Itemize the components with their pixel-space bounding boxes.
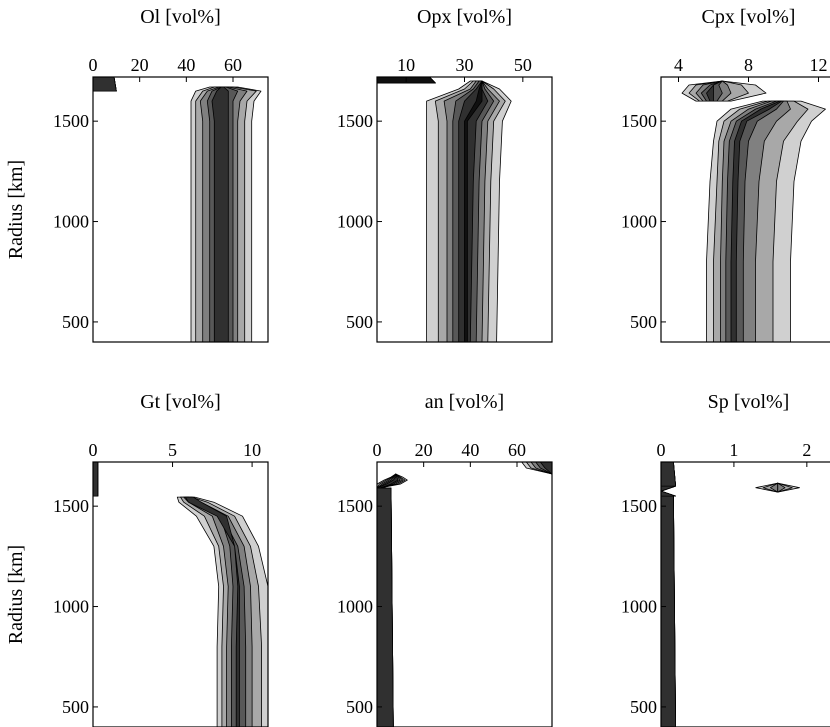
panel-5: 0 1 2 500 1000 1500 Sp [vol%] xyxy=(621,391,830,727)
x-tick-label: 40 xyxy=(177,55,195,75)
x-tick-label: 0 xyxy=(373,440,382,460)
contour-band-0-4 xyxy=(730,100,783,342)
y-tick-label: 1000 xyxy=(53,597,89,617)
x-tick-label: 0 xyxy=(657,440,666,460)
y-tick-label: 1500 xyxy=(337,111,373,131)
y-tick-label: 1000 xyxy=(621,212,657,232)
x-tick-label: 5 xyxy=(168,440,177,460)
x-tick-label: 12 xyxy=(810,55,828,75)
plot-frame xyxy=(376,461,553,727)
x-tick-label: 10 xyxy=(243,440,261,460)
y-tick-label: 1000 xyxy=(53,212,89,232)
x-tick-label: 1 xyxy=(729,440,738,460)
y-axis-label: Radius [km] xyxy=(5,160,27,259)
contour-band-0-4 xyxy=(661,495,676,727)
x-tick-label: 50 xyxy=(514,55,532,75)
y-tick-label: 1500 xyxy=(53,111,89,131)
y-tick-label: 1500 xyxy=(53,496,89,516)
y-tick-label: 500 xyxy=(346,312,373,332)
contour-fills xyxy=(661,462,800,727)
y-axis-label: Radius [km] xyxy=(5,545,27,644)
contour-band-1-4 xyxy=(184,496,240,727)
y-tick-label: 500 xyxy=(62,312,89,332)
y-tick-label: 500 xyxy=(62,697,89,717)
contour-band-0-4 xyxy=(377,487,394,727)
panel-4: 0 20 40 60 500 1000 1500 an [vol%] xyxy=(337,391,553,727)
panel-3: 0 5 10 500 1000 1500 Gt [vol%] Radius [km] xyxy=(5,391,269,727)
panel-1: 10 30 50 500 1000 1500 Opx [vol%] xyxy=(337,6,553,343)
contour-band-0-4 xyxy=(93,77,117,92)
contour-band-1-4 xyxy=(706,80,723,102)
contour-band-1-4 xyxy=(211,86,229,342)
x-tick-label: 0 xyxy=(89,55,98,75)
y-tick-label: 1500 xyxy=(337,496,373,516)
y-tick-label: 1000 xyxy=(337,212,373,232)
panel-title: Sp [vol%] xyxy=(708,391,790,413)
y-tick-label: 500 xyxy=(630,697,657,717)
contour-fills xyxy=(681,80,826,342)
x-tick-label: 0 xyxy=(89,440,98,460)
y-tick-label: 500 xyxy=(630,312,657,332)
x-tick-label: 60 xyxy=(224,55,242,75)
panel-title: Ol [vol%] xyxy=(140,6,221,28)
contour-band-1-5 xyxy=(464,80,483,342)
x-tick-label: 40 xyxy=(461,440,479,460)
x-tick-label: 4 xyxy=(674,55,683,75)
x-tick-label: 60 xyxy=(508,440,526,460)
contour-fills xyxy=(377,77,512,342)
y-tick-label: 1500 xyxy=(621,111,657,131)
contour-band-1-4 xyxy=(377,473,399,489)
contour-band-2-4 xyxy=(539,462,552,475)
y-tick-label: 1000 xyxy=(621,597,657,617)
x-tick-label: 20 xyxy=(415,440,433,460)
contour-fills xyxy=(377,462,552,727)
contour-band-0-3 xyxy=(725,100,784,342)
y-tick-label: 1500 xyxy=(621,496,657,516)
x-tick-label: 10 xyxy=(397,55,415,75)
contour-band-0-4 xyxy=(93,462,99,497)
contour-band-1-4 xyxy=(661,485,676,497)
contour-fills xyxy=(93,462,268,727)
y-tick-label: 1000 xyxy=(337,597,373,617)
plot-frame xyxy=(92,461,269,727)
panel-title: Opx [vol%] xyxy=(417,6,512,28)
panel-title: Gt [vol%] xyxy=(140,391,221,413)
contour-band-2-4 xyxy=(661,462,676,487)
x-tick-label: 30 xyxy=(456,55,474,75)
plot-frame xyxy=(660,461,830,727)
panel-0: 0 20 40 60 500 1000 1500 Ol [vol%] Radius [km] xyxy=(5,6,269,343)
contour-fills xyxy=(93,77,262,342)
panel-title: Cpx [vol%] xyxy=(702,6,796,28)
x-tick-label: 20 xyxy=(131,55,149,75)
x-tick-label: 2 xyxy=(802,440,811,460)
x-tick-label: 8 xyxy=(744,55,753,75)
panel-title: an [vol%] xyxy=(425,391,504,413)
y-tick-label: 500 xyxy=(346,697,373,717)
panel-2: 4 8 12 500 1000 1500 Cpx [vol%] xyxy=(621,6,830,343)
plot-frame xyxy=(92,76,269,343)
